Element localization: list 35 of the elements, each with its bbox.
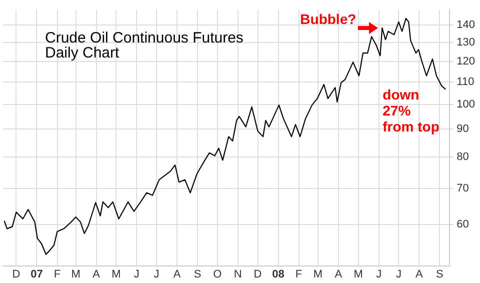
y-tick-label: 80 <box>456 150 469 163</box>
x-tick-label: F <box>54 268 61 280</box>
annotation: down 27% from top <box>382 86 440 135</box>
x-tick-label: A <box>92 268 101 280</box>
x-tick-label: O <box>213 268 222 280</box>
y-tick-label: 140 <box>456 19 476 32</box>
y-tick-label: 60 <box>456 218 469 231</box>
y-tick-label: 70 <box>456 182 469 194</box>
y-tick-label: 110 <box>456 76 474 88</box>
x-tick-label: D <box>12 268 20 280</box>
annotation: Bubble? <box>300 10 356 27</box>
x-tick-label: M <box>71 268 80 280</box>
y-tick-label: 120 <box>456 55 476 68</box>
y-tick-label: 100 <box>456 98 476 110</box>
x-tick-label: A <box>173 268 182 280</box>
x-tick-label: N <box>234 268 242 280</box>
x-tick-label: M <box>112 268 121 280</box>
x-tick-label: F <box>295 268 302 280</box>
x-tick-label: J <box>154 268 160 280</box>
x-tick-label: J <box>376 268 382 280</box>
x-tick-label: 07 <box>30 268 43 280</box>
x-tick-label: J <box>396 268 402 280</box>
text: Daily Chart <box>45 44 120 62</box>
x-tick-label: A <box>334 268 343 280</box>
x-tick-label: S <box>194 268 202 280</box>
x-tick-label: 08 <box>272 268 284 280</box>
x-tick-label: D <box>254 268 262 280</box>
x-tick-label: M <box>313 268 323 280</box>
x-tick-label: S <box>436 268 444 280</box>
x-tick-label: M <box>354 268 363 280</box>
x-tick-label: A <box>416 268 424 280</box>
y-tick-label: 90 <box>456 123 469 136</box>
text: Crude Oil Continuous Futures <box>45 30 244 47</box>
y-tick-label: 130 <box>456 36 476 49</box>
x-tick-label: J <box>134 268 140 280</box>
